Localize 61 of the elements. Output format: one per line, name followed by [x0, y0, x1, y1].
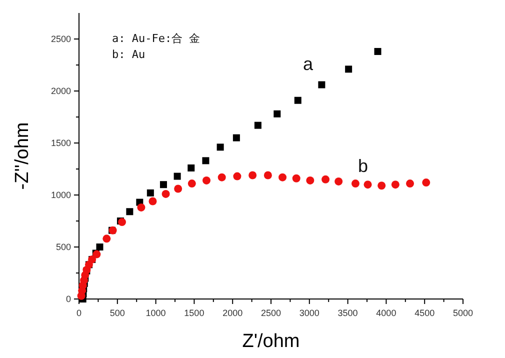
annotation: a: [302, 54, 314, 74]
annotation: b: [358, 156, 368, 176]
point: [218, 173, 226, 182]
point: [274, 110, 281, 118]
point: [345, 66, 352, 73]
annotation: a: Au-Fe:合 金: [112, 32, 200, 45]
point: [233, 172, 242, 180]
y-tick-label: 2000: [50, 86, 71, 96]
x-tick-label: 5000: [452, 308, 474, 318]
x-tick-label: 2000: [222, 308, 243, 318]
x-tick-label: 1000: [146, 308, 166, 318]
point: [160, 181, 167, 188]
x-tick-label: 0: [76, 308, 82, 318]
point: [364, 180, 372, 189]
y-tick-label: 1000: [50, 190, 71, 200]
point: [102, 234, 111, 243]
point: [264, 171, 272, 180]
point: [126, 208, 134, 216]
point: [162, 190, 170, 198]
point: [306, 176, 314, 184]
point: [202, 176, 210, 184]
x-axis-title: Z'/ohm: [242, 331, 300, 352]
point: [148, 197, 157, 206]
point: [334, 177, 343, 186]
point: [118, 218, 126, 226]
point: [202, 157, 210, 164]
point: [318, 81, 326, 88]
point: [292, 174, 300, 182]
point: [137, 203, 146, 212]
point: [248, 171, 257, 180]
point: [294, 96, 302, 104]
point: [188, 164, 195, 172]
y-tick-label: 1500: [50, 138, 71, 148]
point: [378, 182, 386, 190]
point: [188, 180, 196, 188]
point: [174, 172, 181, 180]
point: [232, 134, 240, 142]
point: [174, 184, 182, 193]
point: [374, 48, 382, 55]
x-tick-label: 4000: [376, 308, 396, 318]
y-tick-label: 0: [66, 294, 71, 304]
point: [278, 173, 287, 182]
x-tick-label: 500: [110, 308, 125, 318]
x-tick-label: 2500: [260, 308, 282, 318]
point: [422, 178, 430, 187]
x-tick-label: 3500: [338, 308, 358, 318]
point: [391, 180, 400, 189]
y-tick-label: 500: [56, 242, 71, 252]
y-tick-label: 2500: [50, 34, 71, 44]
point: [351, 180, 360, 188]
point: [254, 122, 262, 129]
point: [216, 144, 224, 151]
point: [146, 189, 154, 196]
x-tick-label: 4500: [414, 308, 435, 318]
x-tick-label: 1500: [184, 308, 204, 318]
annotation: b: Au: [112, 48, 146, 61]
y-axis-title: -Z''/ohm: [12, 122, 33, 190]
point: [96, 244, 104, 250]
x-tick-label: 3000: [299, 308, 320, 318]
point: [406, 180, 414, 188]
point: [322, 175, 330, 184]
